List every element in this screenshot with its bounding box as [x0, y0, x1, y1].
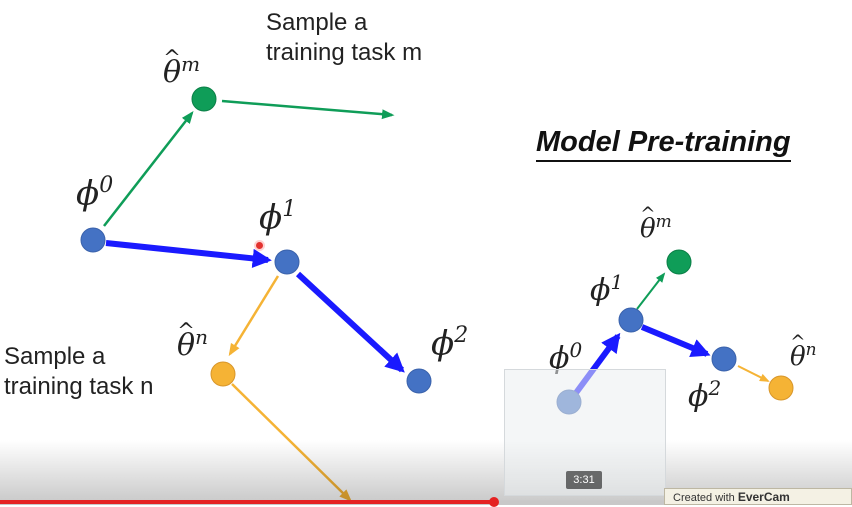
label-phi0-right: ϕ0	[549, 338, 582, 378]
label-phi2-right-sup: 2	[708, 376, 722, 400]
arrow-phi1-to-phi2	[295, 271, 405, 373]
label-theta-m-right: θm	[640, 212, 672, 245]
node-theta-n-left	[210, 361, 236, 387]
pointer-cursor	[254, 240, 265, 251]
label-phi2-right: ϕ2	[688, 376, 721, 416]
label-phi0-left-symbol: ϕ	[76, 173, 100, 214]
label-phi2-right-symbol: ϕ	[688, 379, 709, 414]
arrow-phi0-to-theta-m	[103, 111, 194, 227]
node-phi2-right	[711, 346, 737, 372]
caption-sample-task-m: Sample a training task m	[266, 8, 422, 68]
label-theta-m-right-sup: m	[655, 212, 672, 232]
label-theta-m-right-symbol: θ	[640, 213, 656, 246]
label-phi2-left-sup: 2	[454, 323, 469, 348]
node-theta-n-right	[768, 375, 794, 401]
label-phi0-left-sup: 0	[99, 173, 114, 198]
evercam-watermark: Created with EverCam	[664, 488, 852, 505]
node-phi1-left	[274, 249, 300, 275]
arrow-theta-m-direction	[221, 99, 395, 120]
caption-sample-task-n-line2: training task n	[4, 373, 154, 400]
watermark-prefix: Created with	[673, 492, 738, 504]
arrow-right-phi1-to-phi2	[640, 324, 711, 357]
label-phi1-left-sup: 1	[282, 197, 297, 222]
watermark-brand: EverCam	[737, 490, 790, 504]
node-phi1-right	[618, 307, 644, 333]
label-theta-n-left: θn	[177, 325, 208, 365]
label-phi1-left-symbol: ϕ	[259, 197, 283, 238]
label-theta-m-left: θm	[163, 52, 200, 92]
label-phi1-left: ϕ1	[259, 196, 296, 239]
caption-sample-task-n-line1: Sample a	[4, 343, 106, 370]
label-phi0-right-symbol: ϕ	[549, 341, 570, 376]
arrow-phi1-to-theta-n	[228, 275, 280, 357]
seek-preview-time: 3:31	[566, 471, 602, 489]
arrow-theta-n-direction	[231, 383, 352, 502]
video-progress-bar[interactable]	[0, 497, 852, 507]
video-progress-scrubber[interactable]	[489, 497, 500, 507]
node-theta-m-right	[666, 249, 692, 275]
label-theta-m-left-sup: m	[181, 52, 201, 76]
label-theta-n-right-sup: n	[805, 340, 817, 360]
label-phi0-left: ϕ0	[76, 172, 113, 215]
label-phi1-right-sup: 1	[610, 270, 624, 294]
node-theta-m-left	[191, 86, 217, 112]
label-theta-n-right-symbol: θ	[790, 341, 806, 374]
caption-sample-task-m-line2: training task m	[266, 39, 423, 66]
label-theta-m-left-symbol: θ	[163, 54, 181, 92]
node-phi0-left	[80, 227, 106, 253]
video-progress-played	[0, 500, 495, 504]
model-pretraining-title: Model Pre-training	[536, 126, 791, 163]
label-phi0-right-sup: 0	[569, 338, 583, 362]
arrow-right-phi2-to-theta-n	[737, 365, 770, 382]
label-phi2-left: ϕ2	[431, 322, 468, 365]
label-theta-n-left-symbol: θ	[177, 327, 195, 365]
label-phi2-left-symbol: ϕ	[431, 323, 455, 364]
label-phi1-right-symbol: ϕ	[590, 273, 611, 308]
caption-sample-task-n: Sample a training task n	[4, 342, 153, 402]
arrow-right-phi1-to-theta-m	[636, 272, 666, 310]
label-theta-n-left-sup: n	[195, 325, 208, 349]
label-theta-n-right: θn	[790, 340, 817, 373]
arrow-phi0-to-phi1	[105, 240, 272, 268]
label-phi1-right: ϕ1	[590, 270, 623, 310]
caption-sample-task-m-line1: Sample a	[266, 9, 368, 36]
node-phi2-left	[406, 368, 432, 394]
